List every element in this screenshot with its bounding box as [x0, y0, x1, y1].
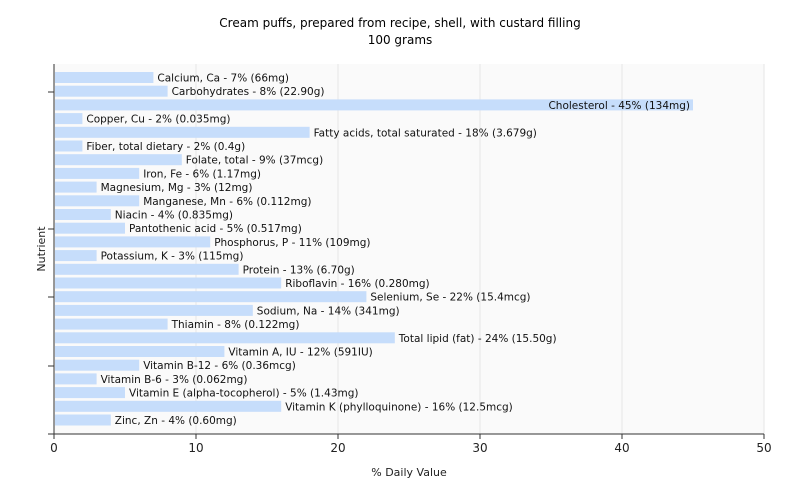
bar [55, 140, 83, 152]
bar-label: Vitamin K (phylloquinone) - 16% (12.5mcg… [285, 401, 513, 413]
bar [55, 154, 182, 166]
bar [55, 332, 395, 344]
axes [53, 64, 764, 435]
bar-label: Zinc, Zn - 4% (0.60mg) [115, 415, 237, 427]
bar [55, 195, 140, 207]
bar [55, 236, 211, 248]
bar [55, 400, 282, 412]
bar-label: Fatty acids, total saturated - 18% (3.67… [314, 127, 537, 139]
bar-label: Iron, Fe - 6% (1.17mg) [143, 168, 261, 180]
bar [55, 373, 97, 385]
bar-label: Riboflavin - 16% (0.280mg) [285, 278, 429, 290]
bar [55, 126, 310, 138]
chart-title: Cream puffs, prepared from recipe, shell… [219, 16, 580, 30]
y-axis-label: Nutrient [35, 226, 48, 272]
bar-label: Cholesterol - 45% (134mg) [548, 100, 690, 112]
x-tick-label: 10 [188, 441, 203, 455]
bar [55, 277, 282, 289]
x-tick-label: 40 [614, 441, 629, 455]
bar-label: Vitamin E (alpha-tocopherol) - 5% (1.43m… [129, 388, 359, 400]
bar [55, 72, 154, 83]
chart-subtitle: 100 grams [368, 33, 433, 47]
x-axis-label: % Daily Value [371, 466, 447, 479]
bar [55, 85, 168, 97]
bar-label: Sodium, Na - 14% (341mg) [257, 305, 400, 317]
bar-label: Manganese, Mn - 6% (0.112mg) [143, 196, 311, 208]
bar-label: Calcium, Ca - 7% (66mg) [157, 73, 289, 85]
bar [55, 263, 239, 275]
x-axis-ticks: 0 10 20 30 40 50 [50, 434, 772, 455]
bar [55, 387, 125, 399]
grid-lines [195, 64, 765, 434]
bar [55, 250, 97, 262]
bar [55, 222, 125, 234]
bar [55, 181, 97, 193]
bar [55, 113, 83, 125]
bar-label: Thiamin - 8% (0.122mg) [171, 319, 300, 331]
bar-label: Copper, Cu - 2% (0.035mg) [86, 114, 230, 126]
x-tick-label: 0 [50, 441, 58, 455]
bar [55, 304, 253, 316]
bar-label: Carbohydrates - 8% (22.90g) [172, 86, 325, 98]
bars [55, 72, 693, 426]
bar-label: Potassium, K - 3% (115mg) [101, 251, 244, 263]
bar-label: Total lipid (fat) - 24% (15.50g) [398, 333, 557, 345]
bar-label: Phosphorus, P - 11% (109mg) [214, 237, 370, 249]
bar-label: Niacin - 4% (0.835mg) [115, 210, 233, 222]
bar [55, 346, 225, 357]
bar-label: Pantothenic acid - 5% (0.517mg) [129, 223, 302, 235]
bar-label: Folate, total - 9% (37mcg) [186, 155, 323, 167]
x-tick-label: 20 [330, 441, 345, 455]
bar-label: Magnesium, Mg - 3% (12mg) [101, 182, 253, 194]
bar [55, 291, 367, 303]
bar-label: Selenium, Se - 22% (15.4mcg) [370, 292, 530, 304]
bar-label: Vitamin B-6 - 3% (0.062mg) [101, 374, 248, 386]
bar [55, 99, 693, 111]
plot-area [54, 64, 764, 434]
bar [55, 167, 140, 179]
bar [55, 318, 168, 330]
bar-labels: Calcium, Ca - 7% (66mg)Carbohydrates - 8… [86, 73, 690, 428]
x-tick-label: 50 [756, 441, 771, 455]
y-axis-ticks [48, 91, 54, 435]
bar-label: Fiber, total dietary - 2% (0.4g) [86, 141, 245, 153]
bar [55, 359, 140, 371]
x-tick-label: 30 [472, 441, 487, 455]
bar-label: Protein - 13% (6.70g) [243, 264, 355, 276]
bar [55, 414, 111, 426]
bar-label: Vitamin B-12 - 6% (0.36mcg) [143, 360, 296, 372]
bar-label: Vitamin A, IU - 12% (591IU) [228, 347, 372, 359]
bar [55, 209, 111, 220]
